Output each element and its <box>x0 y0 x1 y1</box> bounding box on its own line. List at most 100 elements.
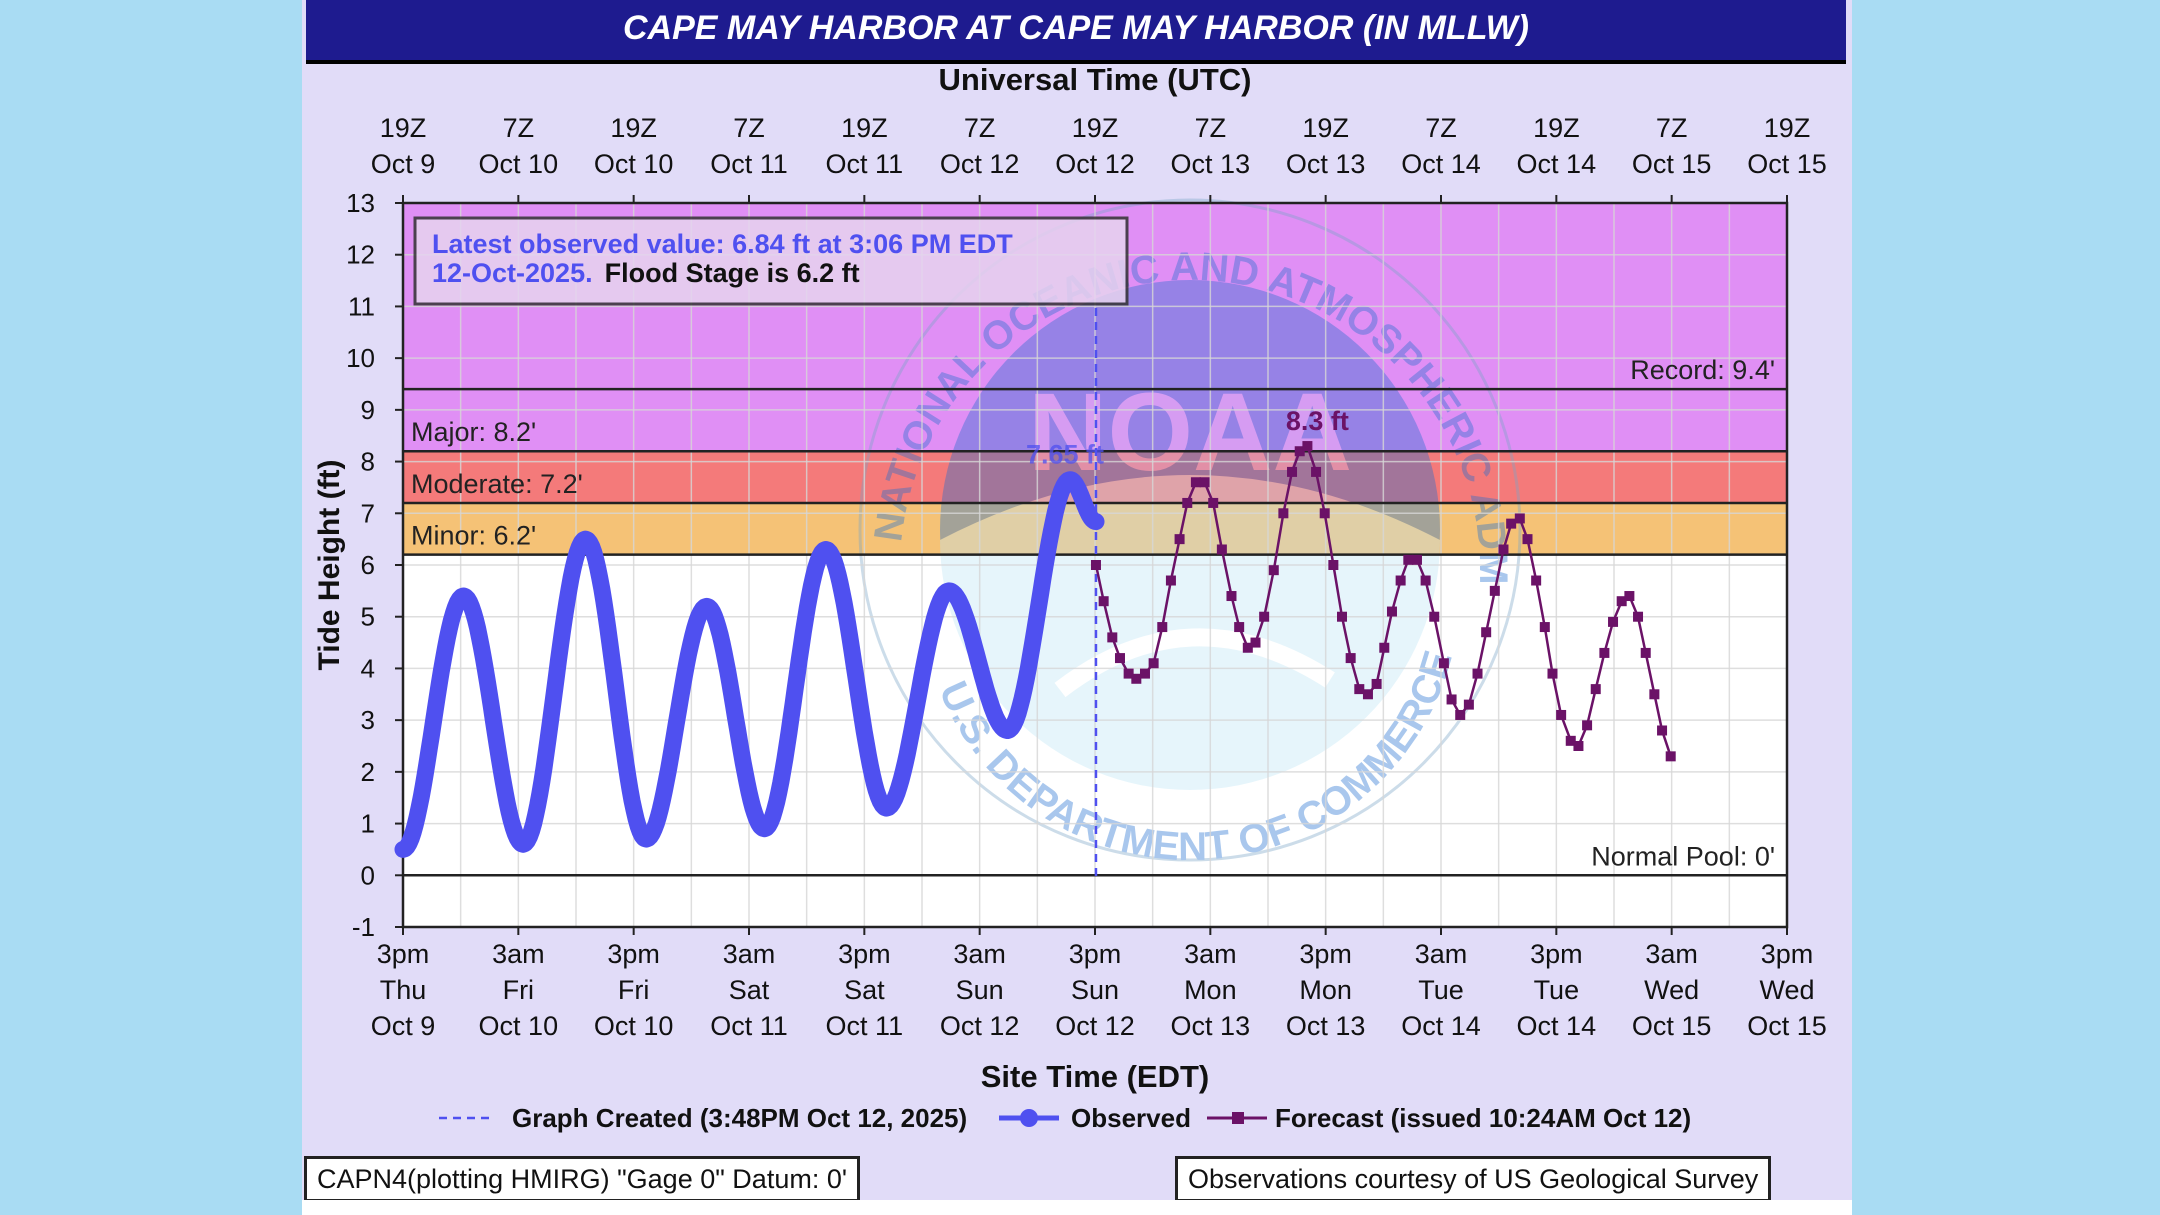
top-tick-label-date: Oct 12 <box>940 149 1020 179</box>
y-tick-label: 5 <box>361 602 375 632</box>
top-tick-label-hour: 7Z <box>1425 113 1457 143</box>
legend-forecast-marker <box>1232 1112 1244 1124</box>
y-tick-label: 10 <box>346 343 375 373</box>
bottom-tick-label-date: Oct 15 <box>1747 1011 1827 1041</box>
peak-annotation: 7.65 ft <box>1026 440 1104 470</box>
watermark-inner-disc <box>940 280 1440 780</box>
forecast-point <box>1165 575 1176 586</box>
forecast-point <box>1259 611 1270 622</box>
bottom-tick-label-date: Oct 13 <box>1171 1011 1251 1041</box>
y-tick-label: 12 <box>346 240 375 270</box>
top-tick-label-hour: 19Z <box>841 113 888 143</box>
forecast-point <box>1608 616 1619 627</box>
top-tick-label-date: Oct 12 <box>1055 149 1135 179</box>
forecast-point <box>1302 441 1313 452</box>
top-axis-label: Universal Time (UTC) <box>939 62 1252 97</box>
bottom-tick-label-time: 3am <box>723 939 776 969</box>
y-tick-label: 6 <box>361 550 375 580</box>
bottom-tick-label-day: Tue <box>1534 975 1580 1005</box>
forecast-point <box>1294 446 1305 457</box>
bottom-tick-label-day: Fri <box>503 975 534 1005</box>
bottom-tick-label-time: 3am <box>492 939 545 969</box>
threshold-label-record: Record: 9.4' <box>1630 355 1775 385</box>
footer-strip <box>302 1200 1852 1215</box>
y-tick-label: 3 <box>361 705 375 735</box>
top-tick-label-hour: 7Z <box>503 113 535 143</box>
forecast-point <box>1616 596 1627 607</box>
bottom-tick-label-time: 3am <box>1645 939 1698 969</box>
forecast-point <box>1311 466 1322 477</box>
top-tick-label-date: Oct 9 <box>371 149 436 179</box>
bottom-tick-label-date: Oct 13 <box>1286 1011 1366 1041</box>
top-tick-label-hour: 19Z <box>610 113 657 143</box>
forecast-point <box>1640 647 1651 658</box>
top-tick-label-date: Oct 11 <box>826 149 904 179</box>
forecast-point <box>1107 632 1118 643</box>
bottom-tick-label-date: Oct 15 <box>1632 1011 1712 1041</box>
bottom-tick-label-day: Fri <box>618 975 649 1005</box>
bottom-tick-label-date: Oct 12 <box>1055 1011 1135 1041</box>
bottom-tick-label-time: 3pm <box>377 939 430 969</box>
forecast-point <box>1287 466 1298 477</box>
y-tick-label: 7 <box>361 498 375 528</box>
top-tick-label-date: Oct 15 <box>1747 149 1827 179</box>
forecast-point <box>1328 560 1339 570</box>
forecast-point <box>1522 534 1533 545</box>
forecast-point <box>1362 689 1373 700</box>
threshold-label-minor: Minor: 6.2' <box>411 521 536 551</box>
bottom-tick-label-time: 3pm <box>1299 939 1352 969</box>
forecast-point <box>1657 725 1668 736</box>
latest-observed-date-line: 12-Oct-2025. Flood Stage is 6.2 ft <box>432 258 860 288</box>
bottom-tick-label-day: Tue <box>1418 975 1464 1005</box>
top-tick-label-hour: 19Z <box>1072 113 1119 143</box>
forecast-point <box>1345 653 1356 664</box>
forecast-point <box>1234 622 1245 633</box>
forecast-point <box>1250 637 1261 648</box>
forecast-point <box>1148 658 1159 669</box>
forecast-point <box>1498 544 1509 555</box>
x-axis-label: Site Time (EDT) <box>981 1059 1210 1094</box>
bottom-tick-label-date: Oct 12 <box>940 1011 1020 1041</box>
hydrograph-panel: CAPE MAY HARBOR AT CAPE MAY HARBOR (IN M… <box>302 0 1852 1215</box>
forecast-point <box>1539 622 1550 633</box>
top-tick-label-hour: 19Z <box>1302 113 1349 143</box>
forecast-point <box>1531 575 1542 586</box>
top-tick-label-hour: 7Z <box>733 113 765 143</box>
latest-observed-date: 12-Oct-2025. <box>432 258 593 288</box>
forecast-point <box>1506 518 1517 529</box>
bottom-tick-label-day: Wed <box>1644 975 1699 1005</box>
y-tick-label: 4 <box>361 653 375 683</box>
forecast-point <box>1429 611 1440 622</box>
datum-info-box: CAPN4(plotting HMIRG) "Gage 0" Datum: 0' <box>304 1156 861 1202</box>
bottom-tick-label-time: 3pm <box>1530 939 1583 969</box>
y-tick-label: 13 <box>346 188 375 218</box>
forecast-point <box>1278 508 1289 519</box>
top-tick-label-date: Oct 10 <box>479 149 559 179</box>
forecast-point <box>1139 668 1150 679</box>
bottom-tick-label-date: Oct 11 <box>826 1011 904 1041</box>
top-tick-label-date: Oct 11 <box>710 149 788 179</box>
top-tick-label-date: Oct 15 <box>1632 149 1712 179</box>
forecast-point <box>1446 694 1457 705</box>
forecast-point <box>1573 741 1584 751</box>
forecast-point <box>1565 735 1576 746</box>
y-tick-label: 9 <box>361 395 375 425</box>
bottom-tick-label-date: Oct 11 <box>710 1011 788 1041</box>
bottom-tick-label-time: 3pm <box>607 939 660 969</box>
data-credit-box: Observations courtesy of US Geological S… <box>1175 1156 1772 1202</box>
forecast-point <box>1268 565 1279 576</box>
peak-annotation: 8.3 ft <box>1286 406 1349 436</box>
top-tick-label-date: Oct 14 <box>1517 149 1597 179</box>
watermark-outer-ring <box>858 198 1522 862</box>
y-tick-label: 2 <box>361 757 375 787</box>
forecast-point <box>1174 534 1185 545</box>
top-tick-label-date: Oct 10 <box>594 149 674 179</box>
top-tick-label-date: Oct 13 <box>1286 149 1366 179</box>
bottom-tick-label-day: Thu <box>380 975 427 1005</box>
forecast-point <box>1481 627 1492 638</box>
forecast-point <box>1624 591 1635 602</box>
bottom-tick-label-time: 3am <box>953 939 1006 969</box>
forecast-point <box>1199 477 1210 488</box>
forecast-point <box>1379 642 1390 653</box>
forecast-point <box>1514 513 1525 524</box>
